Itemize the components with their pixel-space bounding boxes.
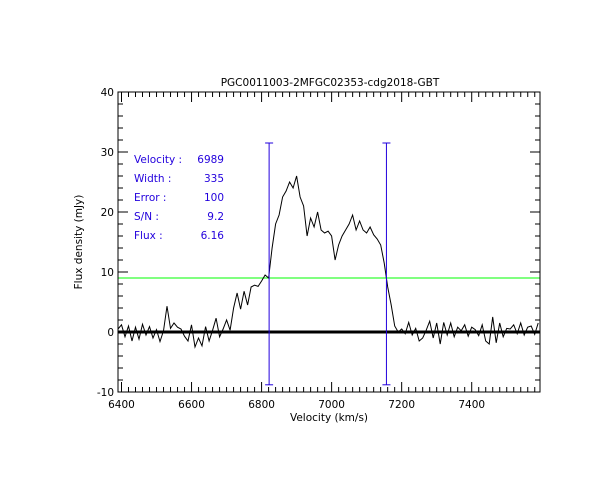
annotation-value: 6989 (197, 154, 224, 166)
annotation-label: S/N : (134, 211, 159, 223)
y-tick-label: 40 (101, 87, 114, 99)
y-tick-label: 30 (101, 147, 114, 159)
x-tick-label: 7000 (318, 399, 345, 411)
annotation-value: 9.2 (207, 211, 224, 223)
x-tick-label: 7400 (458, 399, 485, 411)
x-tick-label: 6400 (108, 399, 135, 411)
annotation-value: 6.16 (201, 230, 225, 242)
spectrum-line (117, 175, 539, 349)
chart-title: PGC0011003-2MFGC02353-cdg2018-GBT (221, 77, 440, 89)
annotation-value: 335 (204, 173, 224, 185)
annotation-label: Flux : (134, 230, 163, 242)
annotation-value: 100 (204, 192, 224, 204)
x-axis-label: Velocity (km/s) (290, 412, 368, 424)
y-axis-label: Flux density (mJy) (73, 195, 85, 290)
annotation-label: Width : (134, 173, 171, 185)
plot-frame (117, 91, 541, 393)
x-tick-label: 6800 (248, 399, 275, 411)
y-tick-label: 10 (101, 267, 114, 279)
y-tick-label: 20 (101, 207, 114, 219)
x-tick-label: 6600 (178, 399, 205, 411)
y-tick-label: -10 (97, 387, 114, 399)
annotation-label: Velocity : (134, 154, 182, 166)
y-tick-label: 0 (107, 327, 114, 339)
annotation-label: Error : (134, 192, 166, 204)
x-tick-label: 7200 (388, 399, 415, 411)
